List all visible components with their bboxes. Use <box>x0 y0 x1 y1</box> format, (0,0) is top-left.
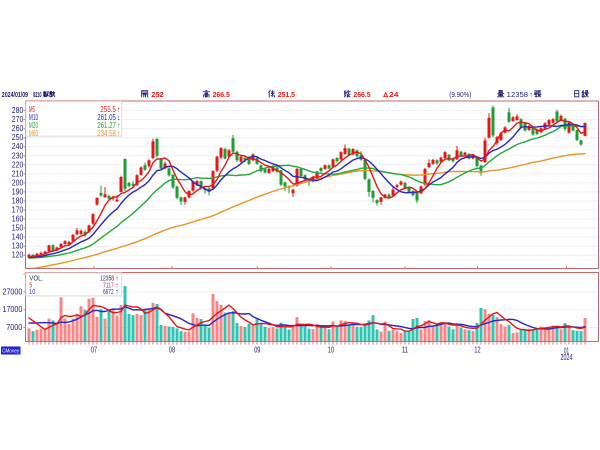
svg-text:8210: 8210 <box>33 90 41 99</box>
svg-text:266.5: 266.5 <box>353 90 370 99</box>
svg-text:10: 10 <box>29 287 35 296</box>
svg-text:210: 210 <box>12 169 24 178</box>
svg-text:(9.90%): (9.90%) <box>449 90 471 99</box>
svg-text:09: 09 <box>254 346 261 355</box>
svg-text:250: 250 <box>12 133 24 142</box>
svg-text:140: 140 <box>12 233 24 242</box>
svg-text:260: 260 <box>12 124 24 133</box>
svg-text:7117: 7117 <box>103 280 114 289</box>
svg-text:12358: 12358 <box>100 274 114 283</box>
svg-text:220: 220 <box>12 160 24 169</box>
svg-text:170: 170 <box>12 206 24 215</box>
svg-text:↑: ↑ <box>117 105 121 114</box>
svg-text:↑: ↑ <box>117 121 121 130</box>
svg-text:240: 240 <box>12 142 24 151</box>
svg-text:2024: 2024 <box>561 353 573 362</box>
svg-text:↑: ↑ <box>115 280 119 289</box>
svg-text:2024/01/09: 2024/01/09 <box>2 90 28 99</box>
svg-text:160: 160 <box>12 215 24 224</box>
svg-text:130: 130 <box>12 242 24 251</box>
svg-text:↑: ↑ <box>529 90 533 99</box>
svg-text:150: 150 <box>12 224 24 233</box>
svg-text:↑: ↑ <box>117 129 121 138</box>
svg-text:↓: ↓ <box>117 113 121 122</box>
svg-text:261.27: 261.27 <box>97 121 116 130</box>
svg-text:270: 270 <box>12 115 24 124</box>
svg-text:11: 11 <box>402 346 409 355</box>
svg-text:251.5: 251.5 <box>278 90 295 99</box>
svg-text:6672: 6672 <box>103 287 114 296</box>
svg-text:261.05: 261.05 <box>97 113 116 122</box>
svg-text:17000: 17000 <box>3 305 23 314</box>
svg-text:VOL.: VOL. <box>29 274 43 283</box>
svg-text:234.58: 234.58 <box>97 129 116 138</box>
svg-text:12: 12 <box>474 346 481 355</box>
svg-text:↑: ↑ <box>115 274 119 283</box>
svg-text:CMoney: CMoney <box>2 349 19 355</box>
svg-text:27000: 27000 <box>3 287 23 296</box>
svg-text:24: 24 <box>389 90 399 99</box>
svg-text:252: 252 <box>151 90 163 99</box>
svg-text:230: 230 <box>12 151 24 160</box>
svg-text:M20: M20 <box>29 121 39 130</box>
svg-text:120: 120 <box>12 251 24 260</box>
svg-text:07: 07 <box>91 346 98 355</box>
svg-text:255.5: 255.5 <box>100 105 116 114</box>
svg-text:M60: M60 <box>29 129 39 138</box>
svg-text:200: 200 <box>12 178 24 187</box>
svg-text:180: 180 <box>12 197 24 206</box>
svg-text:10: 10 <box>328 346 335 355</box>
svg-text:↑: ↑ <box>115 287 119 296</box>
svg-text:280: 280 <box>12 106 24 115</box>
svg-text:12358: 12358 <box>507 90 528 99</box>
svg-text:M5: M5 <box>29 105 35 114</box>
svg-text:M10: M10 <box>29 113 39 122</box>
svg-text:7000: 7000 <box>6 323 22 332</box>
svg-text:266.5: 266.5 <box>213 90 230 99</box>
svg-text:5: 5 <box>29 280 32 289</box>
svg-text:01: 01 <box>564 346 570 355</box>
svg-text:190: 190 <box>12 187 24 196</box>
svg-text:08: 08 <box>169 346 176 355</box>
